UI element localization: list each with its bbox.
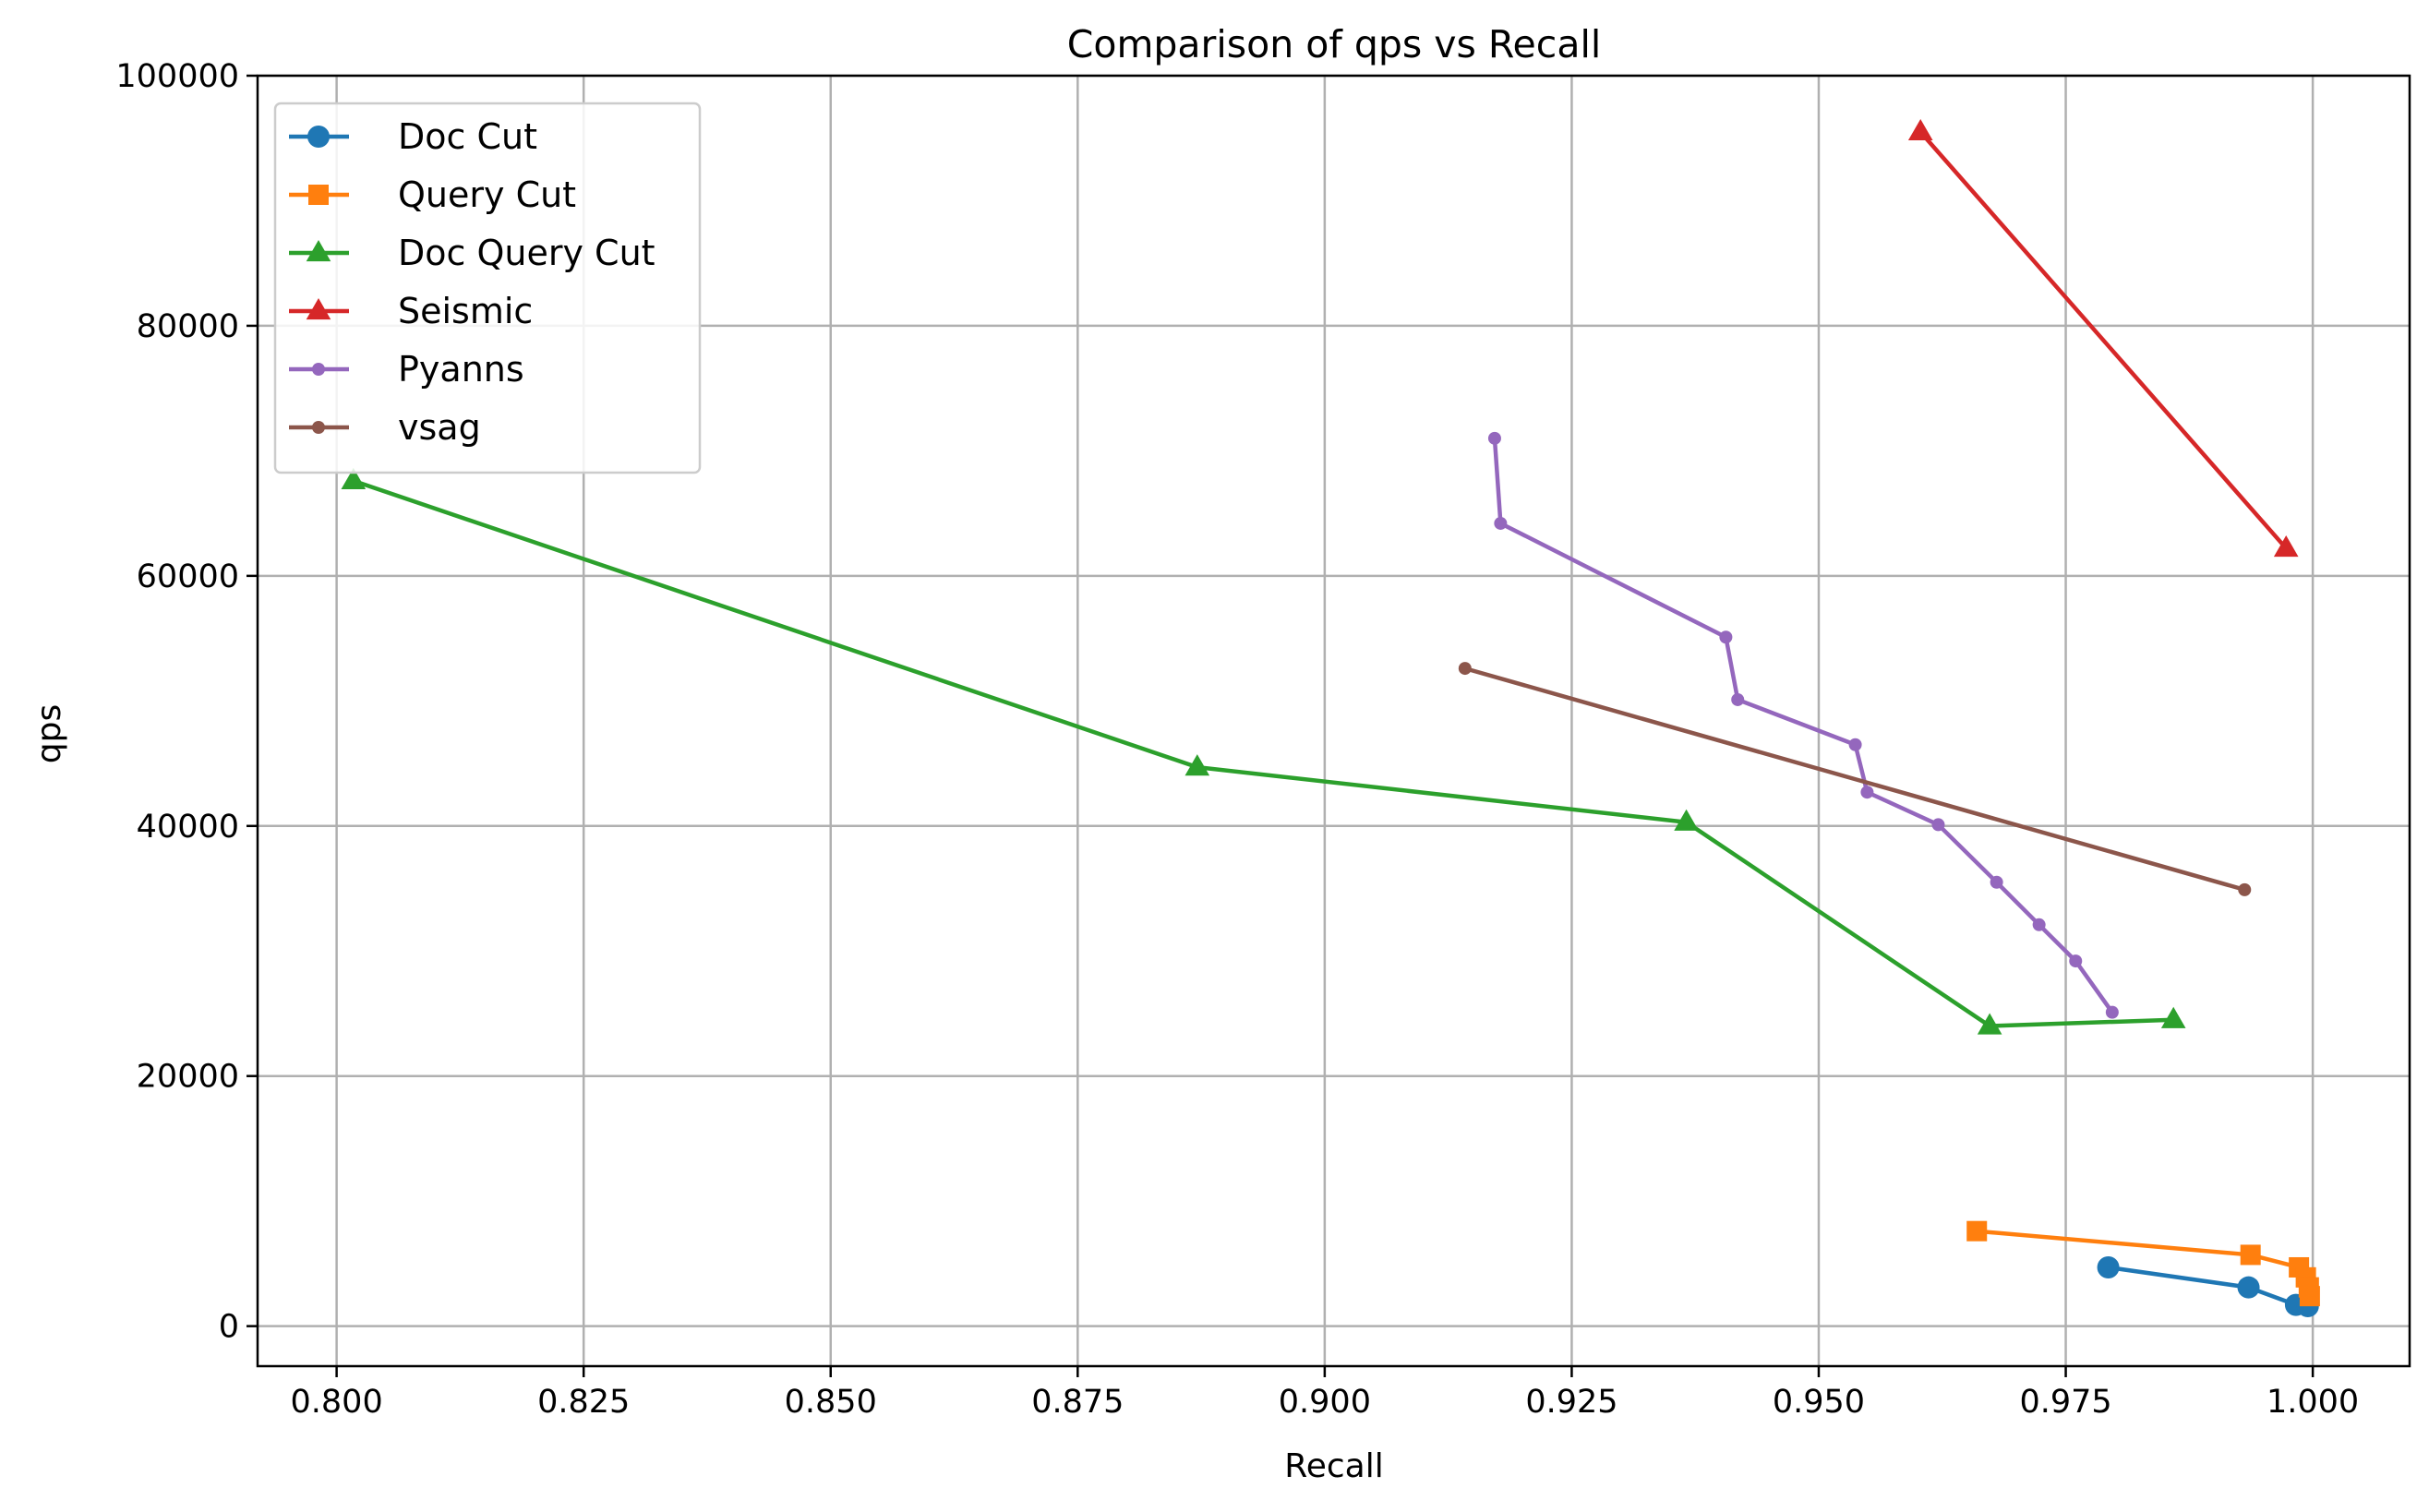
series-doc-query-cut (341, 467, 2186, 1035)
legend-marker (312, 363, 325, 376)
legend-entry-vsag: vsag (289, 407, 481, 448)
data-point-pyanns (1990, 875, 2003, 889)
data-point-vsag (1458, 662, 1472, 676)
x-tick-label: 0.975 (2019, 1384, 2111, 1421)
x-tick-label: 0.825 (537, 1384, 630, 1421)
legend-entry-seismic: Seismic (289, 291, 533, 331)
y-tick-label: 80000 (137, 308, 239, 345)
legend-label: Query Cut (398, 174, 576, 215)
legend-marker (306, 298, 331, 320)
legend-marker (306, 240, 331, 262)
data-point-query-cut (1966, 1220, 1988, 1242)
legend-entry-doc-query-cut: Doc Query Cut (289, 233, 655, 273)
x-tick-label: 0.800 (291, 1384, 383, 1421)
x-axis-ticks: 0.800 0.825 0.850 0.875 0.900 0.925 0.950 0.975… (291, 1366, 2359, 1421)
plot-frame (256, 74, 2411, 1368)
legend-box (273, 102, 702, 474)
y-tick-label: 60000 (137, 558, 239, 595)
data-point-pyanns (1731, 692, 1745, 706)
data-point-doc-query-cut (1977, 1013, 2002, 1035)
chart-title: Comparison of qps vs Recall (1067, 22, 1601, 66)
x-tick-label: 0.875 (1031, 1384, 1124, 1421)
y-tick-label: 40000 (137, 809, 239, 846)
y-tick-label: 100000 (115, 58, 239, 95)
data-point-doc-cut (2237, 1276, 2260, 1299)
x-tick-label: 0.925 (1525, 1384, 1617, 1421)
x-tick-label: 0.850 (785, 1384, 877, 1421)
data-point-pyanns (2069, 954, 2083, 968)
legend-label: Doc Query Cut (398, 233, 655, 273)
legend-marker (308, 185, 329, 205)
data-point-doc-query-cut (1674, 809, 1699, 831)
plot-series (341, 118, 2320, 1317)
legend-entry-query-cut: Query Cut (289, 174, 576, 215)
series-query-cut (1966, 1220, 2320, 1307)
legend-label: Doc Cut (398, 116, 537, 157)
series-pyanns (1487, 431, 2119, 1019)
y-axis-ticks: 0 20000 40000 60000 80000 100000 (115, 58, 258, 1346)
y-tick-label: 0 (219, 1309, 239, 1346)
series-vsag (1458, 662, 2252, 896)
data-point-vsag (2238, 882, 2252, 896)
data-point-seismic (1907, 118, 1933, 141)
data-point-query-cut (2299, 1286, 2320, 1307)
legend-entry-pyanns: Pyanns (289, 349, 524, 390)
x-tick-label: 0.900 (1279, 1384, 1371, 1421)
y-axis-label: qps (30, 704, 68, 763)
data-point-doc-query-cut (1184, 754, 1210, 776)
data-point-seismic (2273, 535, 2299, 558)
legend-entry-doc-cut: Doc Cut (289, 116, 537, 157)
x-tick-label: 0.950 (1773, 1384, 1865, 1421)
data-point-query-cut (2240, 1244, 2261, 1266)
data-point-doc-query-cut (2160, 1006, 2186, 1028)
series-line-vsag (1464, 666, 2245, 893)
data-point-pyanns (2105, 1005, 2119, 1019)
x-axis-label: Recall (1284, 1447, 1383, 1485)
legend-label: vsag (398, 407, 481, 448)
legend: Doc Cut Query Cut Doc Query Cut Seismic Pyan… (273, 102, 702, 474)
y-tick-label: 20000 (137, 1059, 239, 1096)
data-point-pyanns (1719, 630, 1733, 644)
series-line-seismic (1918, 130, 2288, 550)
legend-marker (307, 126, 330, 148)
data-point-pyanns (1494, 516, 1508, 530)
series-seismic (1907, 118, 2299, 558)
data-point-pyanns (1860, 786, 1874, 799)
legend-marker (312, 421, 325, 434)
legend-label: Pyanns (398, 349, 524, 390)
x-tick-label: 1.000 (2267, 1384, 2359, 1421)
data-point-pyanns (2032, 918, 2046, 931)
data-point-pyanns (1487, 431, 1501, 445)
data-point-pyanns (1848, 738, 1862, 751)
data-point-pyanns (1931, 818, 1945, 832)
data-point-doc-cut (2097, 1255, 2120, 1278)
legend-label: Seismic (398, 291, 533, 331)
data-point-doc-query-cut (341, 467, 367, 490)
